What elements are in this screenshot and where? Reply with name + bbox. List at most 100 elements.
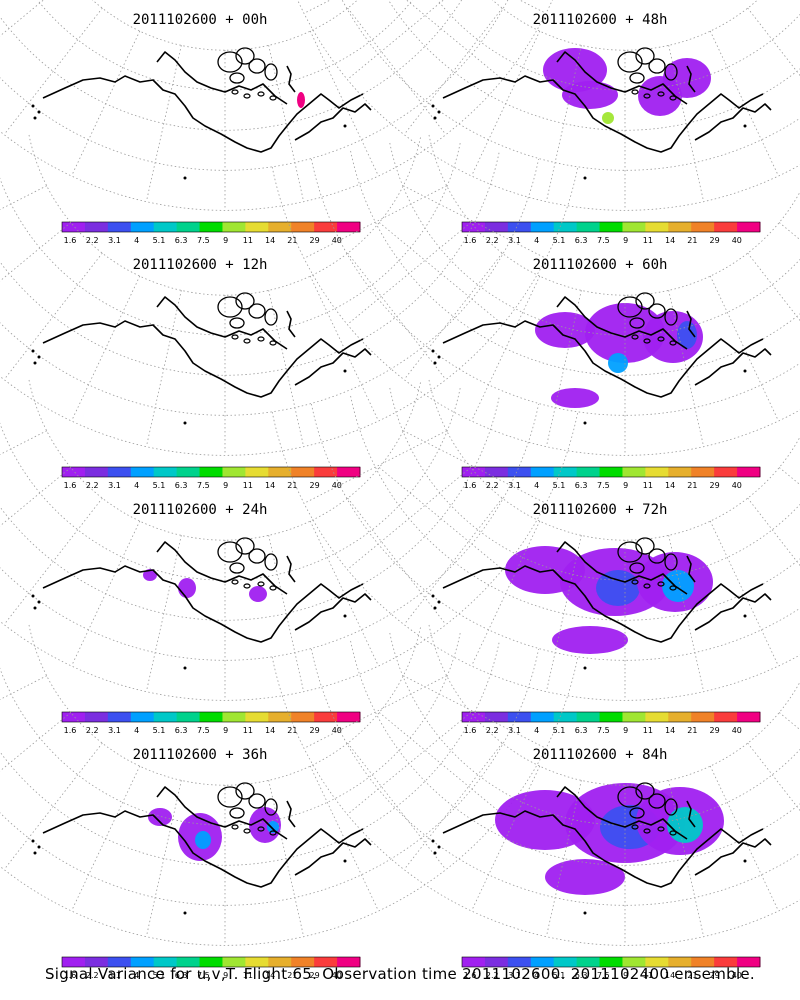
colorbar-swatch <box>668 467 692 477</box>
colorbar-tick-label: 7.5 <box>597 726 610 735</box>
colorbar-tick-label: 21 <box>687 236 697 245</box>
colorbar-tick-label: 3.1 <box>508 236 521 245</box>
map-panel: 2011102600 + 72h 1.6 2.2 3.1 4 5.1 6.3 7.5 9 11 14… <box>271 379 800 735</box>
colorbar-tick-label: 40 <box>332 481 342 490</box>
colorbar-swatch <box>130 222 155 232</box>
colorbar-tick-label: 5.1 <box>153 481 166 490</box>
colorbar-tick-label: 29 <box>709 236 719 245</box>
colorbar-tick-label: 2.2 <box>486 236 499 245</box>
colorbar-tick-label: 9 <box>623 236 628 245</box>
colorbar-tick-label: 29 <box>309 971 319 980</box>
colorbar-swatch <box>714 957 738 967</box>
map-panel: 2011102600 + 24h 1.6 2.2 3.1 4 5.1 6.3 7.5 9 11 14… <box>0 379 579 735</box>
colorbar-tick-label: 40 <box>732 236 742 245</box>
colorbar-swatch <box>645 222 669 232</box>
colorbar-swatch <box>153 712 178 722</box>
colorbar-swatch <box>599 957 623 967</box>
colorbar-tick-label: 5.1 <box>553 726 566 735</box>
colorbar-tick-label: 9 <box>623 481 628 490</box>
colorbar-swatch <box>462 467 486 477</box>
colorbar: 1.6 2.2 3.1 4 5.1 6.3 7.5 9 11 14 21 29 40 <box>461 956 761 980</box>
colorbar-swatch <box>668 222 692 232</box>
colorbar-swatch <box>484 222 509 232</box>
colorbar-tick-label: 2.2 <box>486 726 499 735</box>
colorbar-swatch <box>314 712 338 722</box>
colorbar-tick-label: 11 <box>243 481 253 490</box>
colorbar: 1.6 2.2 3.1 4 5.1 6.3 7.5 9 11 14 21 29 40 <box>461 466 761 490</box>
colorbar-tick-label: 2.2 <box>86 236 99 245</box>
colorbar-tick-label: 2.2 <box>486 481 499 490</box>
colorbar-swatch <box>462 712 486 722</box>
colorbar-swatch <box>84 957 109 967</box>
colorbar-swatch <box>668 957 692 967</box>
map-panel: 2011102600 + 12h 1.6 2.2 3.1 4 5.1 6.3 7.5 9 11 14… <box>0 134 579 490</box>
map-area <box>271 624 800 946</box>
colorbar-tick-label: 7.5 <box>197 236 210 245</box>
colorbar-tick-label: 4 <box>534 236 539 245</box>
colorbar-tick-label: 7.5 <box>597 971 610 980</box>
colorbar: 1.6 2.2 3.1 4 5.1 6.3 7.5 9 11 14 21 29 40 <box>61 956 361 980</box>
colorbar-swatch <box>622 222 646 232</box>
colorbar-swatch <box>530 467 555 477</box>
variance-contour <box>148 808 172 826</box>
colorbar: 1.6 2.2 3.1 4 5.1 6.3 7.5 9 11 14 21 29 40 <box>461 221 761 245</box>
variance-contour <box>562 81 618 109</box>
colorbar-swatch <box>291 222 315 232</box>
colorbar-tick-label: 11 <box>643 236 653 245</box>
variance-contour <box>195 831 211 849</box>
colorbar-swatch <box>268 712 292 722</box>
colorbar-swatch <box>176 467 201 477</box>
colorbar-swatch <box>668 712 692 722</box>
colorbar-tick-label: 6.3 <box>175 971 188 980</box>
colorbar-tick-label: 5.1 <box>153 726 166 735</box>
colorbar-tick-label: 4 <box>134 726 139 735</box>
colorbar-tick-label: 1.6 <box>464 481 477 490</box>
map-panel: 2011102600 + 48h 1.6 2.2 3.1 4 5.1 6.3 7.5 9 11 14… <box>297 0 800 245</box>
panel-title: 2011102600 + 48h <box>533 12 668 28</box>
colorbar-tick-label: 11 <box>243 726 253 735</box>
colorbar-swatch <box>691 467 715 477</box>
colorbar-swatch <box>337 222 361 232</box>
colorbar-swatch <box>553 712 578 722</box>
colorbar-swatch <box>199 467 223 477</box>
colorbar-swatch <box>314 467 338 477</box>
variance-contour <box>602 112 614 124</box>
colorbar-swatch <box>130 957 155 967</box>
colorbar-tick-label: 6.3 <box>575 236 588 245</box>
colorbar-tick-label: 9 <box>223 481 228 490</box>
colorbar-swatch <box>553 467 578 477</box>
colorbar-swatch <box>714 712 738 722</box>
colorbar-tick-label: 11 <box>243 971 253 980</box>
map-area <box>271 379 800 701</box>
colorbar-tick-label: 11 <box>643 481 653 490</box>
colorbar-tick-label: 14 <box>665 481 675 490</box>
variance-contour <box>552 626 628 654</box>
variance-contour <box>143 569 157 581</box>
colorbar: 1.6 2.2 3.1 4 5.1 6.3 7.5 9 11 14 21 29 40 <box>61 221 361 245</box>
panel-title: 2011102600 + 12h <box>133 257 268 273</box>
variance-contour <box>267 821 279 833</box>
colorbar-tick-label: 3.1 <box>508 726 521 735</box>
colorbar-swatch <box>245 712 269 722</box>
colorbar-tick-label: 40 <box>332 971 342 980</box>
colorbar-tick-label: 1.6 <box>464 236 477 245</box>
colorbar-swatch <box>737 467 761 477</box>
colorbar-tick-label: 14 <box>665 726 675 735</box>
variance-contour <box>677 321 697 349</box>
colorbar-swatch <box>153 222 178 232</box>
colorbar-swatch <box>222 957 246 967</box>
colorbar-tick-label: 4 <box>534 726 539 735</box>
colorbar-tick-label: 4 <box>134 236 139 245</box>
colorbar: 1.6 2.2 3.1 4 5.1 6.3 7.5 9 11 14 21 29 40 <box>461 711 761 735</box>
colorbar-swatch <box>107 467 132 477</box>
colorbar-swatch <box>84 467 109 477</box>
colorbar-swatch <box>645 467 669 477</box>
colorbar-tick-label: 6.3 <box>575 481 588 490</box>
colorbar-tick-label: 5.1 <box>153 971 166 980</box>
map-area <box>297 0 800 211</box>
colorbar-tick-label: 14 <box>265 726 275 735</box>
colorbar-swatch <box>62 712 86 722</box>
colorbar-tick-label: 5.1 <box>553 236 566 245</box>
colorbar-tick-label: 9 <box>623 971 628 980</box>
colorbar-tick-label: 6.3 <box>175 481 188 490</box>
